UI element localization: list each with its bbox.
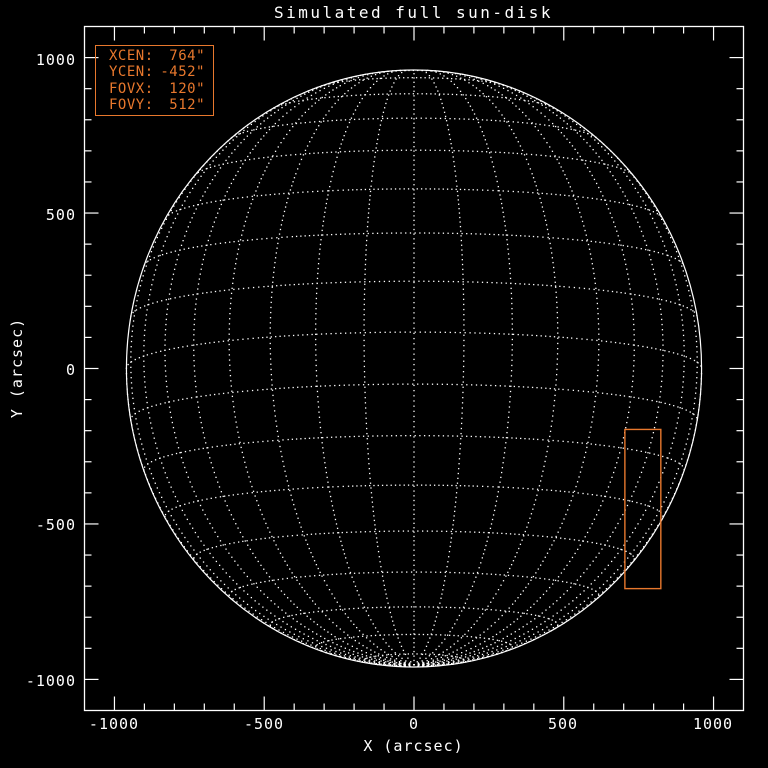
fov-readout-value: 512" [169,97,205,113]
y-tick-label: 1000 [35,51,76,69]
axes-frame [83,25,745,712]
x-axis-title: X (arcsec) [363,737,464,755]
plot-title: Simulated full sun-disk [273,3,554,22]
fov-readout-value: 764" [169,47,205,64]
heliographic-grid [125,69,703,668]
fov-readout-row: FOVX: 120" [109,81,205,98]
y-tick-label: -1000 [25,672,76,690]
fov-readout-row: XCEN: 764" [109,48,205,65]
fov-readout-value: 120" [169,80,205,97]
solar-limb [125,69,703,668]
fov-readout-label: YCEN: [109,64,154,80]
fov-rectangle [624,428,662,590]
fov-readout-label: FOVX: [109,80,154,97]
x-tick-label: 500 [547,715,579,733]
fov-readout-label: FOVY: [109,97,154,113]
x-tick-label: 0 [408,715,420,733]
axes-ticks [84,26,744,711]
fov-readout-value: -452" [160,64,205,80]
x-tick-label: -500 [243,715,285,733]
x-tick-label: -1000 [88,715,140,733]
fov-readout-box: XCEN: 764" YCEN: -452" FOVX: 120" FOVY: … [95,45,214,116]
fov-readout-row: FOVY: 512" [109,97,205,114]
y-axis-title: Y (arcsec) [8,317,26,419]
y-tick-label: 0 [65,361,76,379]
y-tick-label: -500 [35,516,76,534]
x-tick-label: 1000 [692,715,734,733]
y-tick-label: 500 [45,206,76,224]
fov-readout-row: YCEN: -452" [109,64,205,81]
fov-readout-label: XCEN: [109,47,154,64]
